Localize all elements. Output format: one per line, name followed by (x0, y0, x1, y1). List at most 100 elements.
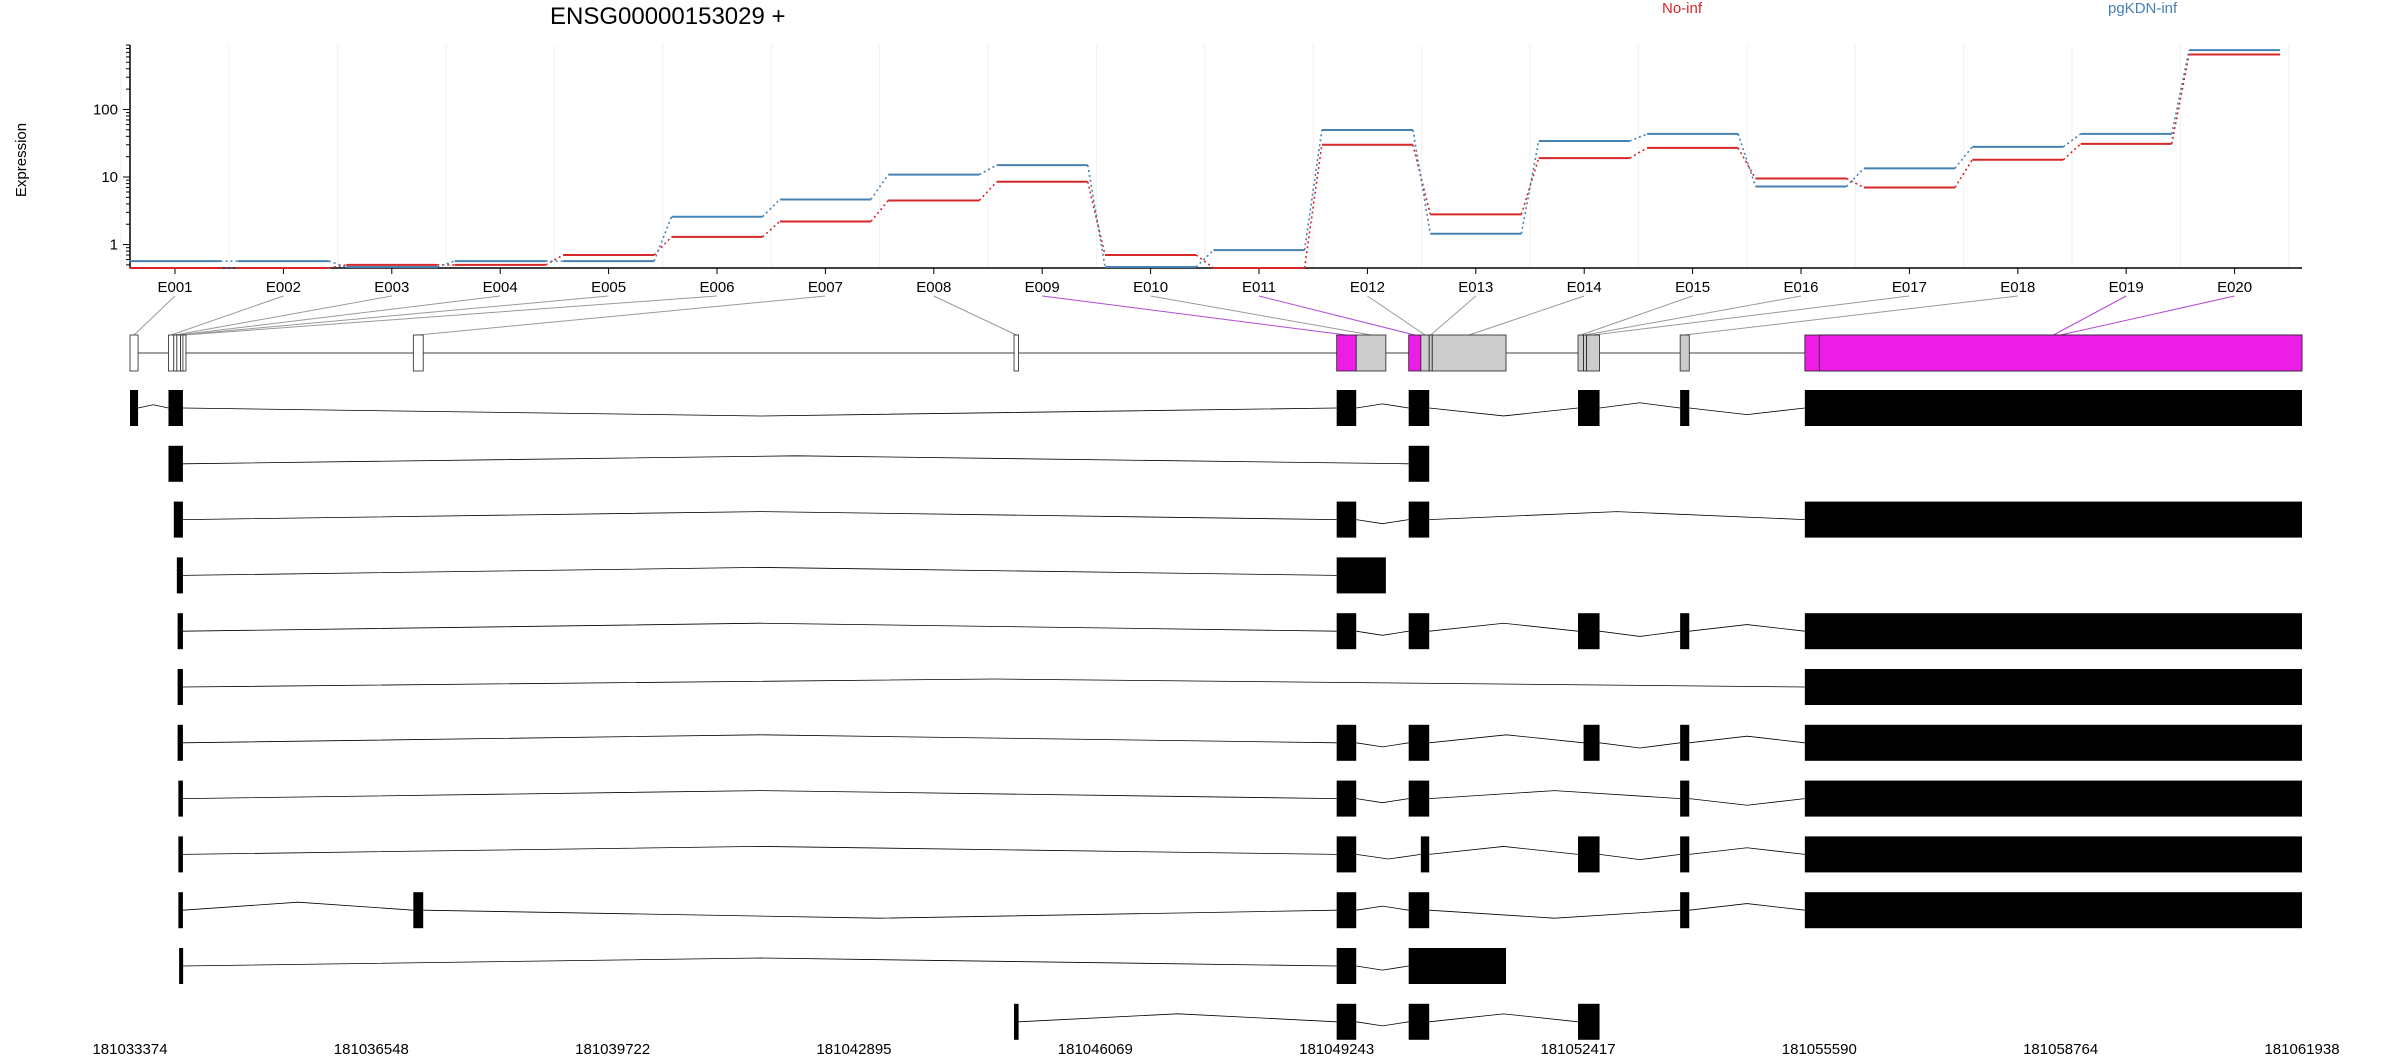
series-connector (978, 164, 998, 176)
exon-bin (129, 334, 139, 372)
intron-line (1689, 735, 1805, 744)
transcript-exon (1408, 501, 1430, 538)
x-tick-label: E005 (591, 279, 626, 296)
transcript-exon (413, 892, 424, 929)
x-tick-label: E015 (1675, 279, 1710, 296)
gene-model (129, 334, 2303, 372)
x-tick-label: E014 (1567, 279, 1602, 296)
legend-entry-no-inf: No-inf (1662, 0, 1703, 17)
intron-line (1429, 790, 1681, 799)
transcript-track (178, 892, 2302, 929)
transcript-exon (168, 445, 183, 482)
y-tick-label: 10 (101, 169, 118, 186)
exon-connector (418, 295, 826, 336)
exon-bin (1336, 334, 1357, 372)
exon-bin (1586, 334, 1600, 372)
x-tick-label: E002 (266, 279, 301, 296)
exon-bin (1431, 334, 1507, 372)
exon-connector (1430, 295, 1477, 336)
x-tick-label: E009 (1025, 279, 1060, 296)
transcript-exon (1804, 724, 2302, 761)
intron-line (1356, 1021, 1409, 1027)
series-connector (1845, 167, 1865, 188)
transcript-exon (177, 669, 183, 705)
exon-connector (181, 295, 609, 336)
transcript-exon (1336, 780, 1357, 817)
exon-connector (2060, 295, 2235, 336)
transcript-track (177, 613, 2302, 650)
plot-grid (120, 45, 2290, 268)
transcript-exon (168, 390, 183, 426)
exon-connector (184, 295, 718, 336)
intron-line (182, 455, 1409, 465)
transcript-exon (1336, 557, 1386, 594)
genome-tick-label: 181052417 (1540, 1041, 1615, 1058)
transcript-exon (1336, 836, 1357, 873)
transcript-exon (1408, 613, 1430, 650)
transcript-exon (1804, 669, 2302, 705)
intron-line (1018, 1013, 1337, 1023)
x-tick-label: E011 (1242, 279, 1276, 296)
x-tick-label: E006 (699, 279, 734, 296)
transcript-exon (1014, 1003, 1019, 1040)
intron-line (1429, 846, 1579, 855)
transcript-exon (1336, 501, 1357, 538)
exon-connector (933, 295, 1017, 336)
transcript-exon (1408, 892, 1430, 929)
series-connector (1195, 254, 1214, 269)
series-connector (1303, 144, 1323, 269)
transcript-exon (1804, 390, 2302, 426)
intron-line (182, 407, 1337, 417)
intron-line (1356, 798, 1409, 804)
legend-entry-pgkdn-inf: pgKDN-inf (2108, 0, 2178, 17)
intron-line (1356, 519, 1409, 525)
transcript-exon (1408, 445, 1430, 482)
transcript-exon (1420, 836, 1430, 873)
exon-bin (176, 334, 182, 372)
transcript-exon (1408, 724, 1430, 761)
intron-line (182, 901, 414, 911)
transcript-track (1014, 1003, 1600, 1040)
series-connector (978, 181, 998, 201)
transcript-exon (1336, 948, 1357, 984)
intron-line (1689, 624, 1805, 632)
genome-tick-label: 181042895 (816, 1041, 891, 1058)
intron-line (1356, 742, 1409, 748)
transcript-exon (177, 724, 183, 761)
transcript-exon (1578, 836, 1600, 873)
series-connector (1737, 133, 1757, 187)
exon-bin (1583, 334, 1588, 372)
transcript-exon (1336, 892, 1357, 929)
genome-tick-label: 181036548 (334, 1041, 409, 1058)
transcript-exon (177, 613, 183, 650)
chart-title: ENSG00000153029 + (550, 3, 786, 30)
genome-tick-label: 181061938 (2264, 1041, 2339, 1058)
intron-line (1356, 965, 1409, 971)
x-tick-label: E019 (2109, 279, 2144, 296)
exon-connector (178, 295, 501, 336)
transcript-exon (178, 836, 183, 873)
series-connector (2062, 133, 2082, 148)
exon-bin (1355, 334, 1387, 372)
series-connector (2170, 54, 2190, 144)
genome-tick-label: 181046069 (1058, 1041, 1133, 1058)
genome-tick-label: 181033374 (92, 1041, 167, 1058)
exon-connector (1468, 295, 1585, 336)
plot-axes: 1 10 100 E001 E002 E003 E004 E005 E006 E007 E008 E0… (93, 44, 2302, 296)
transcript-exon (1680, 724, 1690, 761)
transcript-tracks (130, 390, 2302, 1040)
transcript-exon (1680, 892, 1690, 929)
exon-connector (2053, 295, 2127, 336)
transcript-exon (1583, 724, 1600, 761)
transcript-exon (130, 390, 139, 426)
transcript-exon (1336, 724, 1357, 761)
intron-line (1429, 622, 1579, 632)
series-connector (1520, 140, 1540, 234)
exon-bin (1577, 334, 1584, 372)
intron-line (182, 790, 1337, 799)
intron-line (1429, 909, 1681, 919)
exon-connector (1042, 295, 1347, 336)
series-connector (761, 220, 781, 238)
transcript-exon (1804, 613, 2302, 650)
